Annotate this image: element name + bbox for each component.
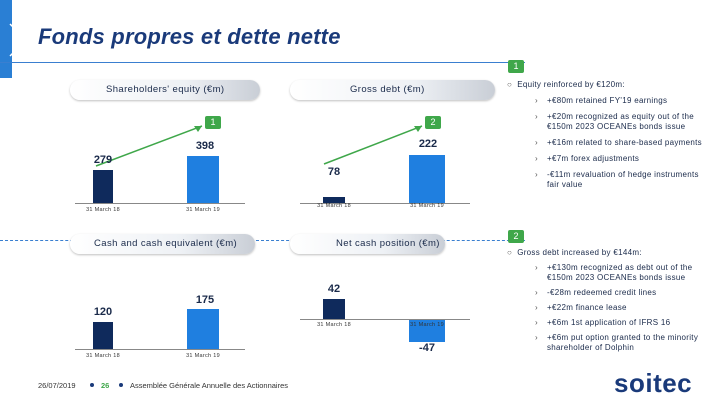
debt-item: +€22m finance lease: [547, 303, 712, 313]
equity-pill: Shareholders' equity (€m): [70, 80, 260, 100]
equity-cat-mar18: 31 March 18: [73, 207, 133, 213]
footer-event: Assemblée Générale Annuelle des Actionna…: [130, 381, 288, 390]
cash-axis: [75, 349, 245, 350]
debt-item: +€6m 1st application of IFRS 16: [547, 318, 712, 328]
netcash-bar-mar18: [323, 299, 345, 319]
debt-item: +€6m put option granted to the minority …: [547, 333, 712, 353]
equity-heading: Equity reinforced by €120m:: [517, 80, 625, 89]
debt-value-mar18: 78: [304, 166, 364, 178]
footer-dot-icon: [90, 383, 94, 387]
bullet-chevron-icon: ›: [535, 112, 547, 132]
equity-value-mar19: 398: [175, 140, 235, 152]
bullet-chevron-icon: ›: [535, 154, 547, 164]
netcash-cat-mar19: 31 March 19: [397, 322, 457, 328]
equity-cat-mar19: 31 March 19: [173, 207, 233, 213]
page-title: Fonds propres et dette nette: [38, 24, 341, 50]
net-cash-pill: Net cash position (€m): [290, 234, 445, 254]
bullet-chevron-icon: ›: [535, 318, 547, 328]
bullet-circle-icon: ○: [507, 80, 512, 89]
equity-item: +€16m related to share-based payments: [547, 138, 712, 148]
chevron-right-icon: [8, 22, 30, 58]
bullet-chevron-icon: ›: [535, 138, 547, 148]
equity-bar-mar18: [93, 170, 113, 203]
debt-bar-mar19: [409, 155, 445, 203]
debt-value-mar19: 222: [398, 138, 458, 150]
gross-debt-pill: Gross debt (€m): [290, 80, 495, 100]
equity-item: -€11m revaluation of hedge instruments f…: [547, 170, 712, 190]
cash-bar-mar19: [187, 309, 219, 349]
debt-summary: ○ Gross debt increased by €144m: › +€130m…: [507, 248, 712, 353]
bullet-circle-icon: ○: [507, 248, 512, 257]
equity-value-mar18: 279: [73, 154, 133, 166]
debt-item: -€28m redeemed credit lines: [547, 288, 712, 298]
netcash-value-mar19: -47: [397, 342, 457, 354]
page-number: 26: [101, 381, 109, 390]
cash-pill: Cash and cash equivalent (€m): [70, 234, 255, 254]
bullet-chevron-icon: ›: [535, 170, 547, 190]
bullet-chevron-icon: ›: [535, 303, 547, 313]
debt-heading: Gross debt increased by €144m:: [517, 248, 642, 257]
equity-summary: ○ Equity reinforced by €120m: › +€80m ret…: [507, 80, 712, 190]
cash-cat-mar19: 31 March 19: [173, 353, 233, 359]
bullet-chevron-icon: ›: [535, 288, 547, 298]
cash-cat-mar18: 31 March 18: [73, 353, 133, 359]
header-divider: [0, 62, 525, 63]
bullet-chevron-icon: ›: [535, 263, 547, 283]
equity-item: +€80m retained FY'19 earnings: [547, 96, 712, 106]
footer-date: 26/07/2019: [38, 381, 76, 390]
cash-value-mar18: 120: [73, 306, 133, 318]
section-badge-1: 1: [508, 60, 524, 73]
section-badge-2: 2: [508, 230, 524, 243]
debt-cat-mar18: 31 March 18: [304, 203, 364, 209]
cash-bar-mar18: [93, 322, 113, 349]
netcash-cat-mar18: 31 March 18: [304, 322, 364, 328]
soitec-logo: soitec: [614, 368, 692, 399]
bullet-chevron-icon: ›: [535, 96, 547, 106]
equity-item: +€20m recognized as equity out of the €1…: [547, 112, 712, 132]
equity-item: +€7m forex adjustments: [547, 154, 712, 164]
bullet-chevron-icon: ›: [535, 333, 547, 353]
equity-axis: [75, 203, 245, 204]
cash-value-mar19: 175: [175, 294, 235, 306]
equity-bar-mar19: [187, 156, 219, 203]
debt-cat-mar19: 31 March 19: [397, 203, 457, 209]
netcash-value-mar18: 42: [304, 283, 364, 295]
debt-item: +€130m recognized as debt out of the €15…: [547, 263, 712, 283]
footer-dot-icon: [119, 383, 123, 387]
